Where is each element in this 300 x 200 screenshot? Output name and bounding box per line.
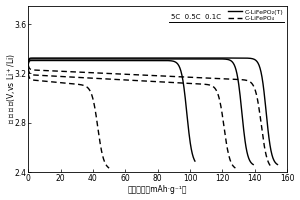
Text: 5C  0.5C  0.1C: 5C 0.5C 0.1C [171, 14, 220, 20]
Legend: C-LiFePO₂(T), C-LiFePO₄: C-LiFePO₂(T), C-LiFePO₄ [228, 9, 284, 22]
X-axis label: 放电容量（mAh·g⁻¹）: 放电容量（mAh·g⁻¹） [128, 185, 188, 194]
Y-axis label: 放 电 电 压(V,vs Li$^+$/Li): 放 电 电 压(V,vs Li$^+$/Li) [6, 54, 18, 124]
